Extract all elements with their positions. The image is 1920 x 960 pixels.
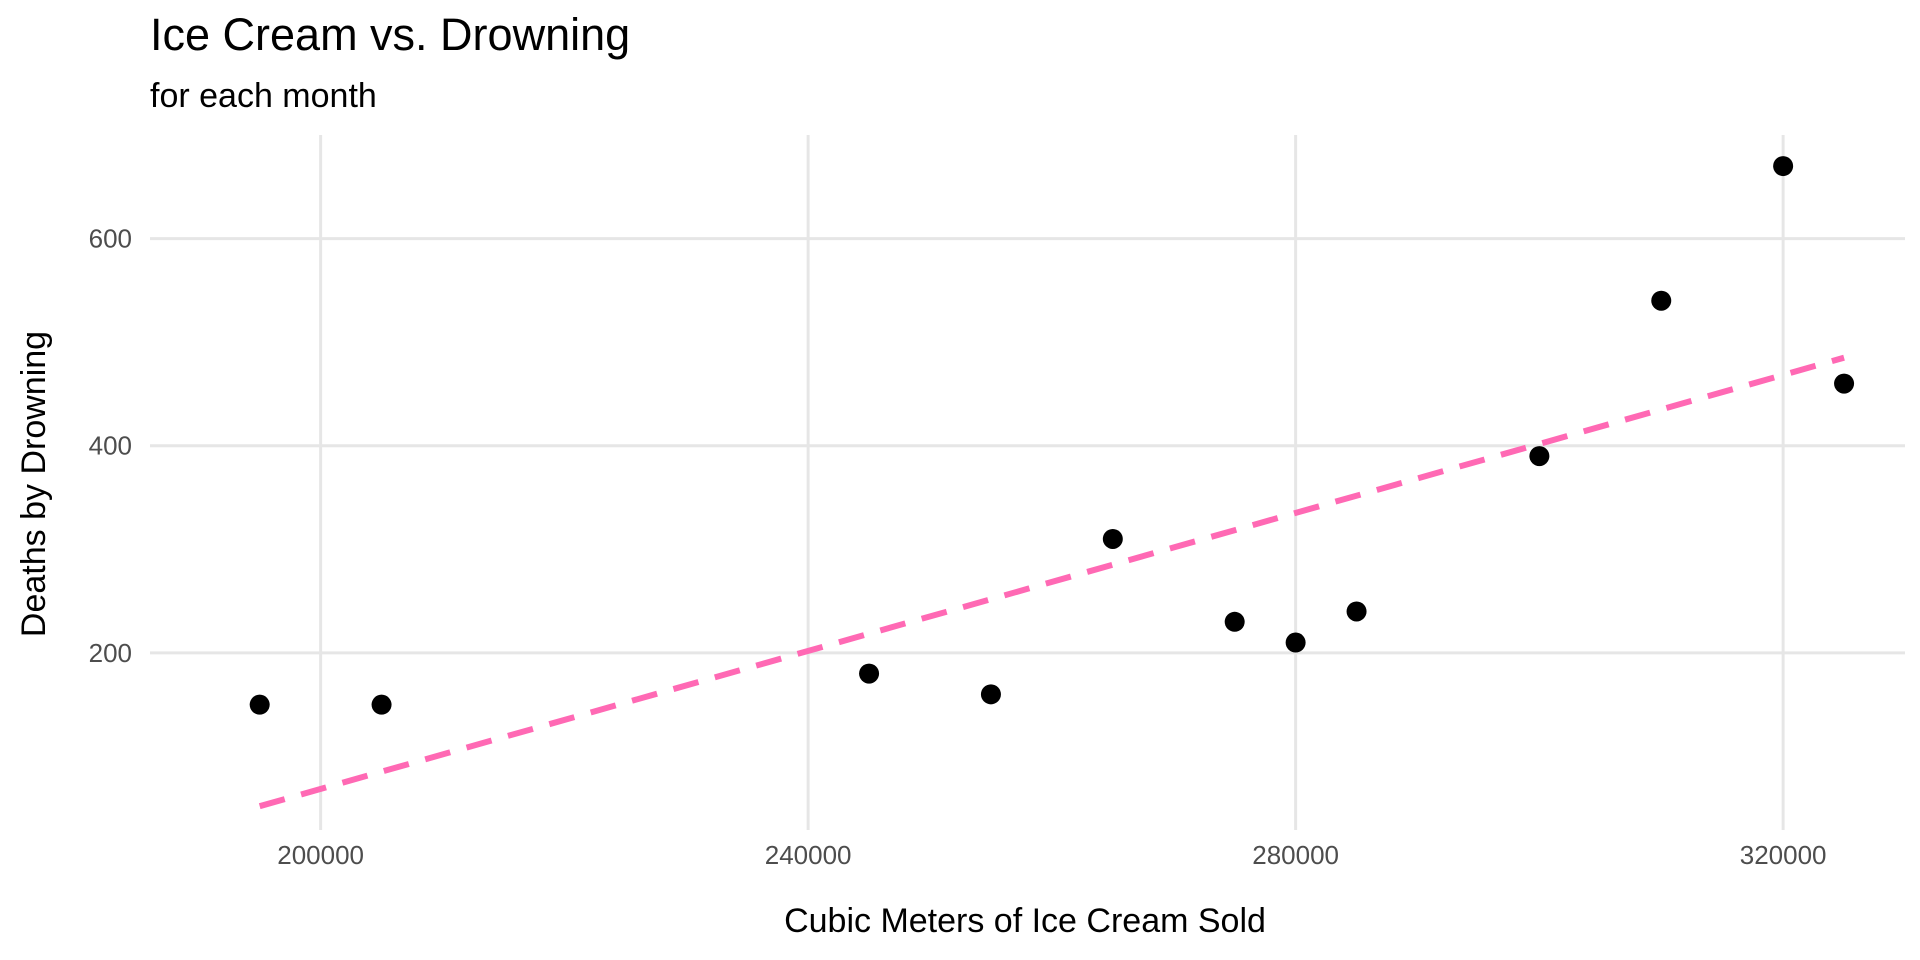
data-point-1 — [371, 694, 392, 715]
chart-title: Ice Cream vs. Drowning — [150, 9, 630, 60]
y-tick-label-0: 200 — [89, 638, 132, 668]
data-point-5 — [1224, 611, 1245, 632]
trend-layer — [258, 354, 1845, 810]
data-point-7 — [1346, 601, 1367, 622]
trend-line — [258, 354, 1845, 810]
x-tick-label-2: 280000 — [1252, 840, 1339, 870]
x-axis-title: Cubic Meters of Ice Cream Sold — [784, 902, 1266, 940]
ticks-layer: 200000 240000 280000 320000 200 400 600 — [89, 224, 1827, 870]
data-point-11 — [1834, 373, 1855, 394]
chart-subtitle: for each month — [150, 77, 377, 115]
data-point-9 — [1651, 290, 1672, 311]
x-tick-label-1: 240000 — [765, 840, 852, 870]
data-point-8 — [1529, 446, 1550, 467]
grid-layer — [150, 135, 1905, 830]
data-point-6 — [1285, 632, 1306, 653]
data-point-4 — [1102, 528, 1123, 549]
x-tick-label-3: 320000 — [1740, 840, 1827, 870]
data-point-10 — [1773, 156, 1794, 177]
x-tick-label-0: 200000 — [277, 840, 364, 870]
data-point-2 — [859, 663, 880, 684]
data-point-0 — [249, 694, 270, 715]
y-axis-title: Deaths by Drowning — [15, 331, 53, 637]
y-tick-label-1: 400 — [89, 431, 132, 461]
data-point-3 — [980, 684, 1001, 705]
y-tick-label-2: 600 — [89, 224, 132, 254]
points-layer — [249, 156, 1855, 715]
